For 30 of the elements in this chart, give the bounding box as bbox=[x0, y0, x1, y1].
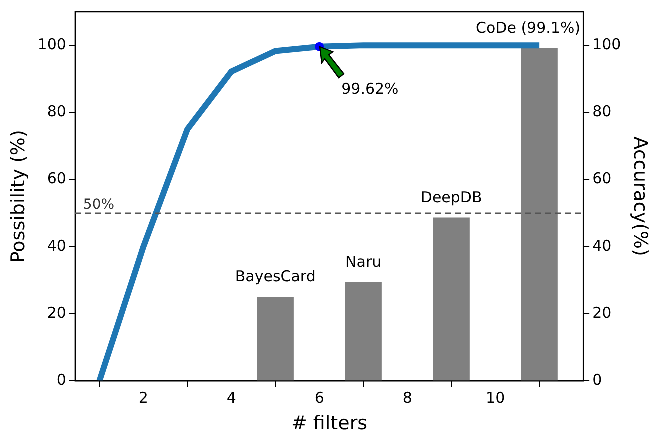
y-tick-label: 40 bbox=[47, 236, 66, 255]
y-tick-label: 100 bbox=[38, 35, 66, 54]
y2-tick-label: 20 bbox=[592, 304, 612, 322]
annotation: CoDe (99.1%) bbox=[476, 18, 581, 37]
bar bbox=[521, 48, 558, 382]
annotation: BayesCard bbox=[235, 268, 316, 286]
x-axis-title: # filters bbox=[291, 412, 368, 435]
x-tick-label: 2 bbox=[138, 389, 148, 408]
bar bbox=[257, 296, 294, 382]
y-tick-label: 80 bbox=[47, 102, 66, 121]
y-tick-label: 20 bbox=[47, 304, 66, 322]
x-tick-label: 10 bbox=[486, 389, 506, 408]
annotation: DeepDB bbox=[420, 188, 482, 206]
y2-tick-label: 0 bbox=[592, 371, 602, 390]
y-tick-label: 0 bbox=[56, 371, 66, 390]
y2-tick-label: 100 bbox=[592, 35, 622, 54]
y2-tick-label: 60 bbox=[592, 170, 612, 188]
y2-tick-label: 40 bbox=[592, 236, 612, 255]
annotation: 99.62% bbox=[342, 80, 399, 98]
x-tick-label: 4 bbox=[226, 389, 236, 408]
y-axis-title: Possibility (%) bbox=[7, 130, 30, 264]
x-tick-label: 8 bbox=[402, 389, 412, 408]
y-tick-label: 60 bbox=[47, 170, 66, 188]
y2-tick-label: 80 bbox=[592, 102, 612, 121]
x-tick-label: 6 bbox=[314, 389, 324, 408]
annotation: Naru bbox=[346, 253, 382, 272]
y2-axis-title: Accuracy(%) bbox=[630, 136, 652, 256]
ref-line-label: 50% bbox=[83, 197, 115, 214]
bar bbox=[345, 282, 382, 382]
bar bbox=[433, 218, 470, 382]
